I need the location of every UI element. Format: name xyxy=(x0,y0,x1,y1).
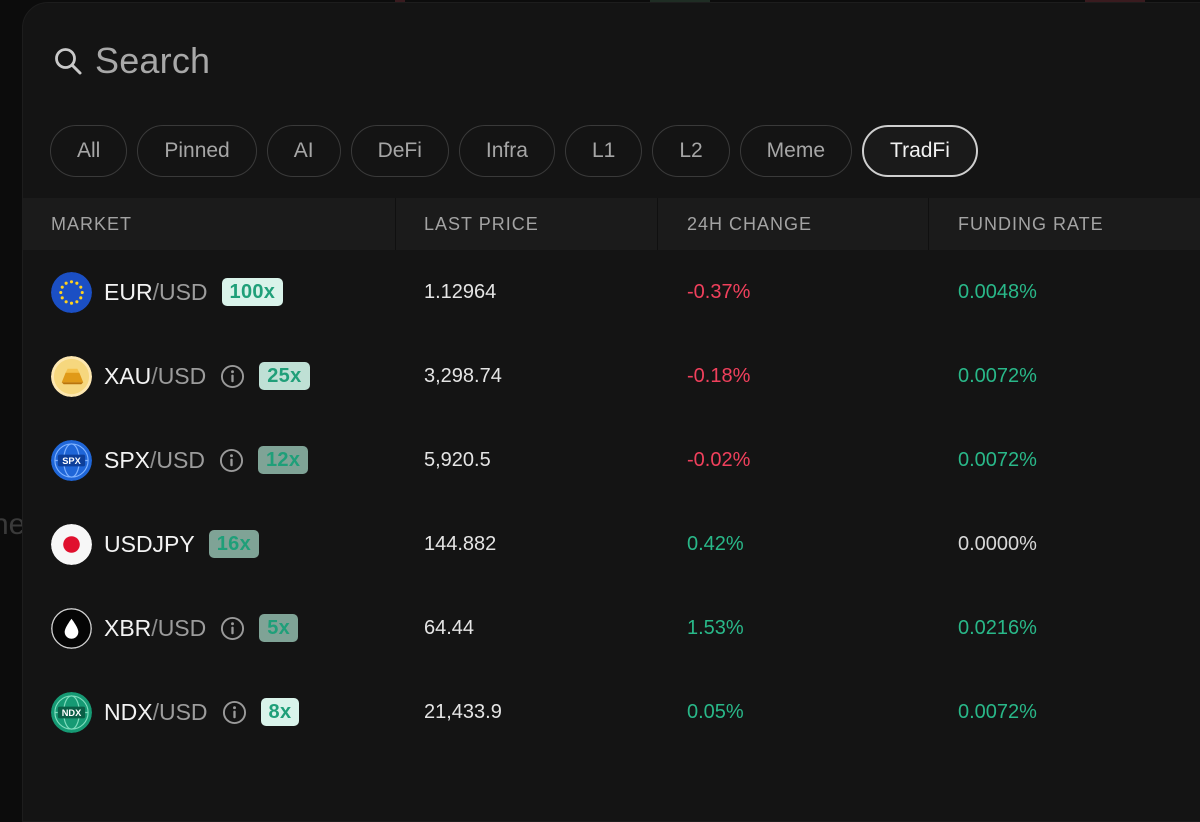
market-row-eur-usd[interactable]: EUR / USD 100x 1.12964 -0.37% 0.0048% xyxy=(23,250,1200,334)
market-separator: / xyxy=(151,362,158,389)
oil-drop-icon xyxy=(51,607,92,649)
info-icon[interactable] xyxy=(222,700,247,725)
svg-text:NDX: NDX xyxy=(62,707,82,717)
market-separator: / xyxy=(151,614,158,641)
funding-rate: 0.0072% xyxy=(958,448,1037,471)
leverage-badge: 12x xyxy=(257,446,309,474)
market-row-spx-usd[interactable]: SPX SPX / USD 12x 5,920.5 -0.02% 0.0072% xyxy=(23,418,1200,502)
funding-rate: 0.0216% xyxy=(958,616,1037,639)
column-header-market[interactable]: MARKET xyxy=(51,213,133,234)
market-base-symbol: NDX xyxy=(104,698,153,725)
funding-rate: 0.0000% xyxy=(958,532,1037,555)
change-24h: 0.42% xyxy=(687,532,744,555)
filter-chip-all[interactable]: All xyxy=(50,125,128,177)
market-row-xau-usd[interactable]: XAU / USD 25x 3,298.74 -0.18% 0.0072% xyxy=(23,334,1200,418)
leverage-badge: 5x xyxy=(259,614,299,642)
table-header: MARKET LAST PRICE 24H CHANGE FUNDING RAT… xyxy=(23,198,1200,250)
background-chart-ticks xyxy=(395,0,1145,2)
last-price: 1.12964 xyxy=(424,280,497,303)
info-icon[interactable] xyxy=(220,364,245,389)
last-price: 64.44 xyxy=(424,616,475,639)
gold-bar-icon xyxy=(51,355,92,397)
background-text-fragment: ne xyxy=(0,508,26,541)
change-24h: -0.02% xyxy=(687,448,751,471)
market-selector-panel: Search All Pinned AI DeFi Infra L1 L2 Me… xyxy=(22,2,1200,822)
column-divider xyxy=(657,198,658,250)
filter-chip-meme[interactable]: Meme xyxy=(739,125,853,177)
column-header-last-price[interactable]: LAST PRICE xyxy=(424,213,539,234)
column-divider xyxy=(928,198,929,250)
change-24h: 1.53% xyxy=(687,616,744,639)
column-header-24h-change[interactable]: 24H CHANGE xyxy=(687,213,813,234)
ndx-globe-icon: NDX xyxy=(51,691,92,733)
last-price: 21,433.9 xyxy=(424,700,502,723)
market-cell: USDJPY 16x xyxy=(51,502,260,586)
funding-rate: 0.0072% xyxy=(958,700,1037,723)
filter-chip-defi[interactable]: DeFi xyxy=(350,125,449,177)
filter-chip-tradfi[interactable]: TradFi xyxy=(862,125,978,177)
leverage-badge: 25x xyxy=(259,362,310,390)
search-bar[interactable]: Search xyxy=(53,37,210,85)
market-cell: XAU / USD 25x xyxy=(51,334,310,418)
change-24h: -0.37% xyxy=(687,280,751,303)
filter-chip-l2[interactable]: L2 xyxy=(652,125,730,177)
category-filter-bar: All Pinned AI DeFi Infra L1 L2 Meme Trad… xyxy=(50,125,978,177)
last-price: 5,920.5 xyxy=(424,448,491,471)
market-quote-symbol: USD xyxy=(158,698,208,725)
market-cell: XBR / USD 5x xyxy=(51,586,299,670)
last-price: 144.882 xyxy=(424,532,497,555)
change-24h: 0.05% xyxy=(687,700,744,723)
leverage-badge: 100x xyxy=(221,278,284,306)
market-row-xbr-usd[interactable]: XBR / USD 5x 64.44 1.53% 0.0216% xyxy=(23,586,1200,670)
market-cell: NDX NDX / USD 8x xyxy=(51,670,300,754)
eu-flag-icon xyxy=(51,271,92,313)
market-base-symbol: USDJPY xyxy=(104,530,195,557)
search-icon xyxy=(55,48,82,75)
market-quote-symbol: USD xyxy=(157,614,207,641)
market-separator: / xyxy=(152,698,159,725)
svg-text:SPX: SPX xyxy=(62,455,81,465)
japan-flag-icon xyxy=(51,523,92,565)
leverage-badge: 16x xyxy=(208,530,260,558)
column-divider xyxy=(395,198,396,250)
market-separator: / xyxy=(152,278,159,305)
filter-chip-infra[interactable]: Infra xyxy=(458,125,555,177)
market-quote-symbol: USD xyxy=(156,446,205,473)
change-24h: -0.18% xyxy=(687,364,751,387)
market-base-symbol: SPX xyxy=(104,446,151,473)
market-base-symbol: EUR xyxy=(104,278,153,305)
filter-chip-l1[interactable]: L1 xyxy=(564,125,643,177)
market-base-symbol: XAU xyxy=(104,362,152,389)
spx-globe-icon: SPX xyxy=(51,439,92,481)
last-price: 3,298.74 xyxy=(424,364,502,387)
market-quote-symbol: USD xyxy=(158,278,208,305)
column-header-funding-rate[interactable]: FUNDING RATE xyxy=(958,213,1104,234)
leverage-badge: 8x xyxy=(260,698,300,726)
info-icon[interactable] xyxy=(220,616,245,641)
market-row-ndx-usd[interactable]: NDX NDX / USD 8x 21,433.9 0.05% 0.0072% xyxy=(23,670,1200,754)
filter-chip-pinned[interactable]: Pinned xyxy=(137,125,257,177)
market-cell: EUR / USD 100x xyxy=(51,250,284,334)
market-cell: SPX SPX / USD 12x xyxy=(51,418,309,502)
info-icon[interactable] xyxy=(219,448,244,473)
filter-chip-ai[interactable]: AI xyxy=(266,125,341,177)
funding-rate: 0.0072% xyxy=(958,364,1037,387)
market-base-symbol: XBR xyxy=(104,614,152,641)
funding-rate: 0.0048% xyxy=(958,280,1037,303)
market-row-usdjpy[interactable]: USDJPY 16x 144.882 0.42% 0.0000% xyxy=(23,502,1200,586)
search-input[interactable]: Search xyxy=(95,40,211,81)
market-quote-symbol: USD xyxy=(157,362,207,389)
market-separator: / xyxy=(150,446,157,473)
